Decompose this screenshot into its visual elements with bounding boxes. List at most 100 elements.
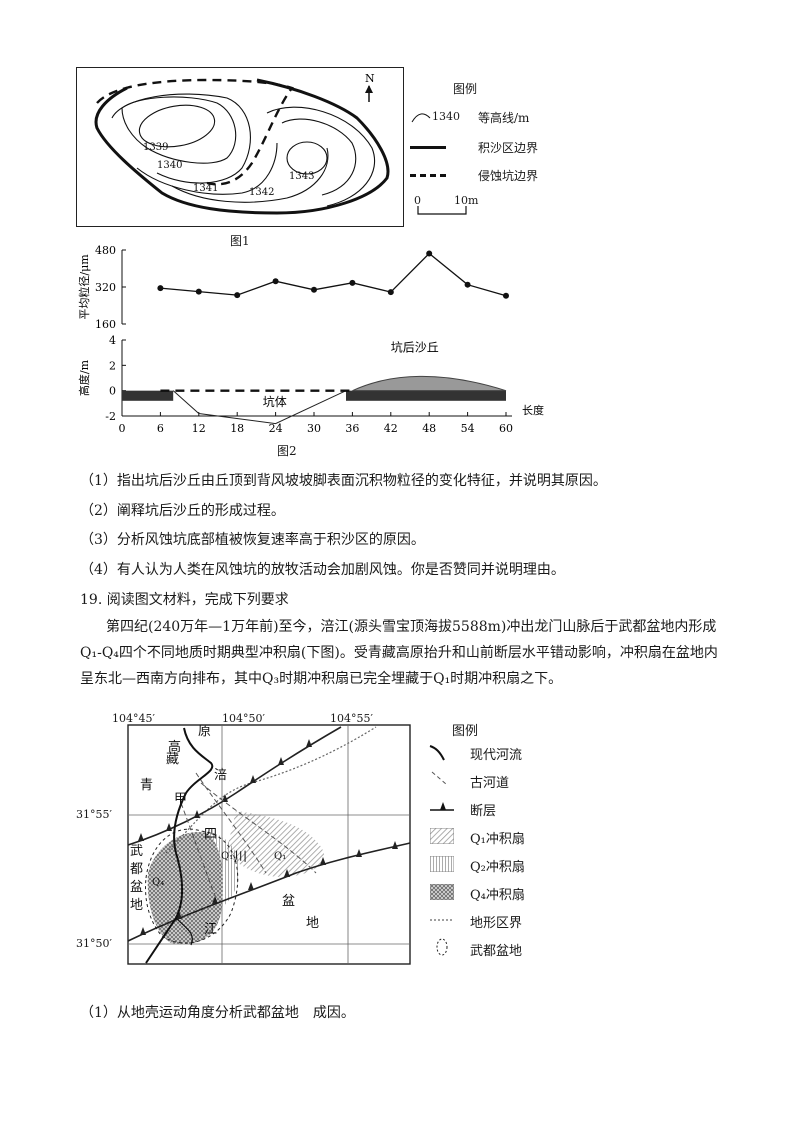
- bottom-x-tick-label: 0: [119, 422, 126, 435]
- contour-label-1343: 1343: [289, 171, 314, 182]
- label-wudu-4: 地: [130, 898, 143, 913]
- bottom-y-axis-label: 高度/m: [77, 359, 91, 396]
- legend3-item-1: 现代河流: [470, 748, 523, 763]
- bottom-x-tick-label: 12: [192, 422, 206, 435]
- label-wudu-2: 都: [130, 862, 143, 877]
- grain-size-point: [195, 288, 202, 295]
- grain-size-point: [464, 281, 471, 288]
- label-jia: 甲: [174, 792, 187, 807]
- fig1-legend-title: 图例: [453, 82, 478, 96]
- fault-legend-icon: [430, 802, 454, 811]
- label-q4: Q₄: [152, 877, 164, 888]
- grain-size-line: [160, 252, 507, 297]
- svg-text:N: N: [365, 72, 375, 85]
- dune-shape: [352, 375, 507, 392]
- figure3-legend: 图例 现代河流 古河道 断层 Q₁冲积扇 Q₂冲积扇 Q₄冲积扇 地形区界 武都…: [426, 720, 546, 970]
- modern-river: [145, 727, 214, 964]
- grain-size-point: [503, 292, 509, 299]
- ground-band-left: [122, 390, 174, 401]
- q4-fan: [147, 832, 223, 945]
- contour-legend-icon: [411, 113, 431, 123]
- sand-boundary-legend-label: 积沙区边界: [478, 141, 539, 155]
- q2-legend-icon: [430, 856, 454, 872]
- q4-legend-icon: [430, 884, 454, 900]
- wudu-basin-legend-icon: [436, 938, 448, 956]
- modern-river-legend-icon: [429, 745, 445, 761]
- contour-label-1342: 1342: [249, 187, 274, 198]
- scale-bar-icon: [417, 206, 467, 215]
- label-di: 地: [306, 916, 319, 931]
- lon-label-3: 104°55′: [330, 712, 373, 725]
- lat-label-1: 31°55′: [76, 808, 112, 821]
- bottom-y-tick-label: 4: [109, 334, 116, 347]
- bottom-x-tick-label: 48: [422, 422, 436, 435]
- north-arrow-icon: N: [365, 72, 375, 102]
- ancient-channel-legend-icon: [431, 771, 447, 785]
- label-yuan: 原: [198, 724, 211, 739]
- pit-boundary-legend-icon: [410, 174, 446, 177]
- bottom-x-axis-label: 长度/m: [522, 403, 544, 417]
- bottom-y-tick-label: -2: [105, 410, 116, 423]
- legend3-title: 图例: [452, 724, 479, 739]
- lon-label-1: 104°45′: [112, 712, 155, 725]
- question-19-heading: 19. 阅读图文材料，完成下列要求: [80, 592, 289, 608]
- bottom-x-tick-label: 60: [499, 422, 513, 435]
- question-18-1: （1）指出坑后沙丘由丘顶到背风坡坡脚表面沉积物粒径的变化特征，并说明其原因。: [80, 473, 607, 489]
- question-18-3: （3）分析风蚀坑底部植被恢复速率高于积沙区的原因。: [80, 532, 425, 548]
- contour-label-1341: 1341: [193, 183, 218, 194]
- q1-fan: [226, 811, 325, 877]
- contour-legend-label: 等高线/m: [478, 111, 530, 125]
- legend3-item-5: Q₂冲积扇: [470, 860, 525, 875]
- ground-band-right: [346, 390, 506, 401]
- contour-map: 1339 1340 1341 1342 1343 N: [94, 72, 390, 215]
- legend3-item-7: 地形区界: [470, 916, 523, 931]
- grain-size-point: [234, 292, 241, 299]
- lon-label-2: 104°50′: [222, 712, 265, 725]
- question-18-2: （2）阐释坑后沙丘的形成过程。: [80, 503, 285, 519]
- label-q1b: Q₁: [274, 851, 286, 862]
- legend3-item-8: 武都盆地: [470, 944, 523, 959]
- contour-legend-sample: 1340: [432, 110, 460, 123]
- bottom-x-tick-label: 54: [461, 422, 475, 435]
- pit-boundary-legend-label: 侵蚀坑边界: [478, 169, 539, 183]
- erosion-pit-boundary: [96, 78, 294, 186]
- contour-label-1339: 1339: [143, 142, 168, 153]
- bottom-x-tick-label: 24: [269, 422, 283, 435]
- bottom-x-tick-label: 18: [230, 422, 244, 435]
- sand-boundary-legend-icon: [410, 146, 446, 149]
- label-fu: 涪: [214, 768, 227, 783]
- top-y-axis-label: 平均粒径/μm: [77, 254, 91, 320]
- label-jiang: 江: [204, 922, 217, 937]
- label-wudu-1: 武: [130, 844, 143, 859]
- label-q1: Q₁: [221, 851, 233, 862]
- label-qing: 青: [140, 778, 153, 793]
- bottom-x-tick-label: 30: [307, 422, 321, 435]
- question-19-material: 第四纪(240万年—1万年前)至今，涪江(源头雪宝顶海拔5588m)冲出龙门山脉…: [80, 619, 718, 687]
- question-18-4: （4）有人认为人类在风蚀坑的放牧活动会加剧风蚀。你是否赞同并说明理由。: [80, 562, 565, 578]
- dune-label: 坑后沙丘: [391, 339, 439, 354]
- contour-lines: [111, 93, 376, 207]
- pit-profile: [172, 390, 347, 425]
- bottom-x-tick-label: 42: [384, 422, 398, 435]
- figure2-caption: 图2: [277, 444, 297, 458]
- scale-end: 10m: [454, 194, 479, 207]
- label-chuan: 川: [234, 850, 247, 865]
- contour-label-1340: 1340: [157, 160, 182, 171]
- bottom-y-tick-label: 2: [109, 359, 116, 372]
- lat-label-2: 31°50′: [76, 937, 112, 950]
- grain-size-point: [426, 250, 433, 257]
- label-gao: 高: [168, 739, 181, 755]
- q1-legend-icon: [430, 828, 454, 844]
- figure1-caption: 图1: [230, 234, 250, 248]
- legend3-item-6: Q₄冲积扇: [470, 888, 525, 903]
- bottom-x-tick-label: 36: [345, 422, 359, 435]
- bottom-x-tick-label: 6: [157, 422, 164, 435]
- ancient-channels: [180, 772, 317, 899]
- question-19-1: （1）从地壳运动角度分析武都盆地 成因。: [80, 1005, 355, 1021]
- figure3-map: 青 藏 高 原 涪 甲 四 川 盆 地 江 武 都 盆 地 Q₁ Q₁ Q₄: [126, 723, 412, 966]
- terrain-boundary-legend-icon: [430, 919, 454, 921]
- legend3-item-3: 断层: [470, 804, 497, 819]
- label-zang: 藏: [166, 752, 179, 767]
- figure1-map: 1339 1340 1341 1342 1343 N: [76, 67, 404, 227]
